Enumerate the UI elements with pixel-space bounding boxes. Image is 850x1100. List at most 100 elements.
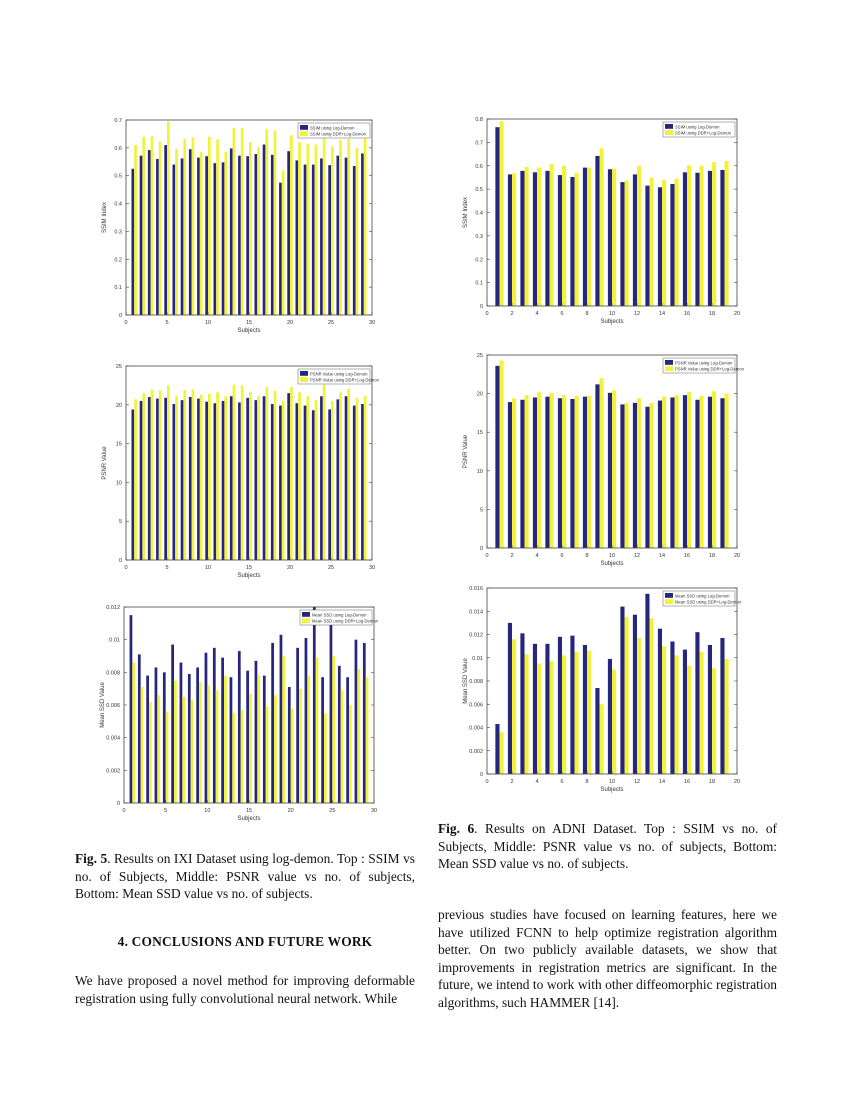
bar-series2	[574, 651, 579, 774]
bar-series1	[221, 400, 225, 560]
bar-series2	[165, 711, 169, 803]
bar-series1	[607, 169, 613, 306]
bar-series2	[365, 677, 369, 803]
legend-swatch	[665, 599, 673, 604]
bar-series1	[607, 392, 613, 548]
bar-series2	[599, 704, 604, 774]
bar-series1	[303, 164, 307, 315]
x-tick-label: 10	[609, 553, 615, 559]
x-tick-label: 10	[609, 311, 615, 317]
bar-series1	[720, 637, 725, 774]
bar-series2	[674, 655, 679, 774]
x-axis-label: Subjects	[237, 573, 260, 579]
bar-series2	[499, 121, 504, 306]
bar-series1	[520, 399, 525, 548]
bar-series1	[303, 405, 307, 560]
y-tick-label: 0.8	[475, 117, 483, 123]
bar-series2	[208, 393, 211, 560]
x-tick-label: 0	[485, 553, 488, 559]
bar-series2	[224, 396, 228, 560]
y-tick-label: 0.3	[475, 234, 483, 240]
bar-series1	[495, 724, 500, 774]
y-tick-label: 0	[117, 801, 120, 807]
legend-entry: PSNR Value using DDR+Log-Demon	[675, 367, 745, 372]
bar-series1	[131, 168, 135, 315]
bar-series1	[131, 409, 135, 560]
bar-series2	[674, 178, 679, 306]
y-tick-label: 0.006	[469, 702, 483, 708]
bar-series1	[645, 185, 650, 306]
bar-series1	[657, 628, 663, 774]
bar-series1	[720, 169, 725, 306]
bar-series2	[587, 650, 592, 774]
bar-series2	[674, 395, 679, 548]
bar-series2	[687, 392, 692, 548]
y-axis-label: PSNR Value	[463, 434, 469, 468]
x-tick-label: 14	[659, 553, 665, 559]
legend-swatch	[665, 124, 673, 129]
legend-entry: PSNR Value using DDR+Log-Demon	[310, 378, 380, 383]
y-tick-label: 10	[116, 480, 122, 486]
x-tick-label: 12	[634, 779, 640, 785]
y-tick-label: 20	[116, 403, 122, 409]
bar-series2	[149, 701, 152, 803]
bar-series1	[645, 593, 650, 774]
bar-series2	[306, 396, 310, 560]
x-axis-label: Subjects	[237, 816, 260, 822]
bar-series2	[637, 398, 642, 548]
x-tick-label: 0	[485, 311, 488, 317]
bar-series2	[512, 173, 517, 306]
bar-series2	[273, 130, 277, 315]
bar-series2	[299, 688, 302, 803]
bar-series2	[158, 390, 162, 560]
bar-series1	[279, 634, 283, 803]
bar-series2	[207, 685, 211, 803]
bar-series2	[273, 390, 277, 560]
x-tick-label: 15	[246, 565, 252, 571]
bar-series2	[150, 136, 154, 315]
y-tick-label: 0.01	[109, 638, 120, 644]
bar-series2	[332, 656, 336, 803]
bar-series2	[134, 399, 137, 560]
bar-series2	[315, 657, 319, 803]
x-tick-label: 30	[369, 320, 375, 326]
bar-series2	[512, 398, 517, 548]
bar-series1	[237, 651, 241, 803]
x-tick-label: 18	[709, 311, 715, 317]
bar-series1	[164, 397, 167, 560]
y-tick-label: 0.2	[114, 257, 122, 263]
bar-series2	[265, 706, 269, 803]
legend-entry: PSNR Value using Log-Demon	[675, 360, 733, 365]
bar-series1	[311, 410, 315, 560]
bar-series2	[724, 161, 729, 306]
bar-series2	[724, 658, 729, 774]
bar-series1	[254, 400, 258, 560]
y-tick-label: 0	[480, 546, 483, 552]
y-axis-label: Mean SSD Value	[463, 658, 469, 704]
bar-series2	[281, 400, 285, 560]
bar-series2	[167, 121, 170, 315]
bar-series1	[180, 400, 184, 560]
bar-series1	[205, 401, 208, 560]
bar-series2	[191, 389, 195, 560]
y-axis-label: SSIM Index	[102, 202, 108, 233]
bar-series2	[208, 136, 211, 315]
y-tick-label: 0.006	[106, 703, 120, 709]
bar-series1	[520, 633, 525, 774]
bar-series1	[570, 635, 575, 774]
bar-series2	[612, 168, 617, 306]
bar-series1	[139, 155, 143, 315]
bar-series2	[142, 393, 146, 560]
bar-series2	[687, 165, 692, 306]
bar-series2	[290, 708, 294, 803]
bar-series2	[182, 696, 186, 803]
bar-series2	[549, 163, 554, 306]
bar-series2	[599, 378, 604, 548]
x-tick-label: 2	[510, 553, 513, 559]
bar-series1	[570, 176, 575, 306]
bar-series2	[191, 137, 195, 315]
bar-series1	[352, 165, 356, 315]
x-tick-label: 5	[165, 565, 168, 571]
y-tick-label: 0.3	[114, 229, 122, 235]
